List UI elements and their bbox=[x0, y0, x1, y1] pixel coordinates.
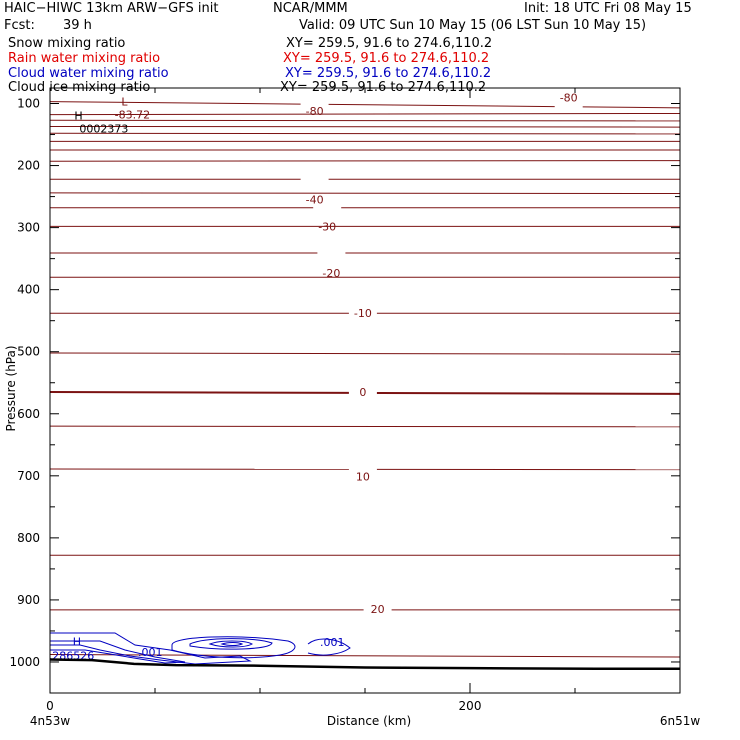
cloud-water-contour bbox=[171, 636, 296, 659]
y-axis-label: Pressure (hPa) bbox=[4, 345, 18, 431]
temperature-contour-label: -20 bbox=[322, 267, 340, 280]
field-name-cloud-water: Cloud water mixing ratio bbox=[8, 66, 169, 81]
temperature-contour-label: 10 bbox=[356, 470, 370, 483]
cloud-water-contour bbox=[220, 642, 244, 646]
forecast-label: Fcst: bbox=[4, 18, 35, 33]
temperature-contour-label: -10 bbox=[354, 307, 372, 320]
y-tick-label: 600 bbox=[17, 407, 40, 421]
field-xy-rain: XY= 259.5, 91.6 to 274.6,110.2 bbox=[283, 51, 490, 66]
forecast-hours: 39 h bbox=[63, 18, 92, 33]
x-tick-label: 200 bbox=[459, 699, 482, 713]
y-tick-label: 1000 bbox=[9, 655, 40, 669]
y-tick-label: 400 bbox=[17, 283, 40, 297]
cloud-water-contour bbox=[189, 638, 273, 650]
y-tick-label: 900 bbox=[17, 593, 40, 607]
cloud-water-contour bbox=[50, 640, 186, 664]
y-tick-label: 500 bbox=[17, 345, 40, 359]
init-time: Init: 18 UTC Fri 08 May 15 bbox=[524, 1, 692, 16]
temperature-contour-label: -30 bbox=[318, 220, 336, 233]
temperature-contour-label: -80 bbox=[306, 105, 324, 118]
temperature-contour bbox=[49, 125, 681, 128]
field-name-rain: Rain water mixing ratio bbox=[8, 51, 161, 66]
field-xy-cloud-water: XY= 259.5, 91.6 to 274.6,110.2 bbox=[285, 66, 492, 81]
temperature-contour bbox=[376, 392, 681, 395]
y-tick-label: 700 bbox=[17, 469, 40, 483]
x-tick-label: 0 bbox=[46, 699, 54, 713]
y-tick-label: 800 bbox=[17, 531, 40, 545]
temperature-contour bbox=[49, 112, 681, 116]
field-xy-snow: XY= 259.5, 91.6 to 274.6,110.2 bbox=[286, 36, 493, 51]
high-value: 0002373 bbox=[79, 122, 128, 135]
temperature-contour bbox=[49, 192, 681, 194]
terrain bbox=[49, 658, 680, 671]
terrain-line bbox=[49, 658, 680, 671]
temperature-contour bbox=[49, 425, 681, 428]
temperature-contour bbox=[49, 132, 681, 135]
temperature-contour-label: 20 bbox=[371, 603, 385, 616]
temperature-contour bbox=[49, 391, 349, 394]
y-tick-label: 100 bbox=[17, 97, 40, 111]
temperature-contour-label: 0 bbox=[359, 386, 366, 399]
title-center: NCAR/MMM bbox=[273, 1, 348, 16]
temperature-contour bbox=[49, 352, 681, 355]
cloud-water-contour-label: .001 bbox=[138, 646, 163, 659]
cloud-water-contour bbox=[307, 638, 351, 656]
low-marker: L bbox=[121, 96, 128, 109]
y-tick-label: 300 bbox=[17, 221, 40, 235]
x-axis-label: Distance (km) bbox=[327, 714, 411, 728]
y-tick-label: 200 bbox=[17, 159, 40, 173]
temperature-contour-label: -40 bbox=[306, 194, 324, 207]
x-end-location-label: 6n51w bbox=[660, 714, 701, 728]
cloud-water-contour bbox=[50, 632, 252, 665]
cloud-water-high-marker: H bbox=[73, 636, 81, 649]
low-value: -83.72 bbox=[115, 109, 150, 122]
temperature-contour bbox=[582, 106, 681, 109]
high-marker: H bbox=[74, 109, 82, 122]
field-name-snow: Snow mixing ratio bbox=[8, 36, 126, 51]
x-start-location-label: 4n53w bbox=[30, 714, 71, 728]
cloud-water-contours: H.286526.001.001 bbox=[49, 632, 351, 665]
temperature-contour bbox=[49, 119, 681, 122]
valid-time: Valid: 09 UTC Sun 10 May 15 (06 LST Sun … bbox=[299, 18, 647, 33]
temperature-contour bbox=[49, 654, 681, 658]
temperature-contours bbox=[49, 101, 681, 658]
title-left: HAIC−HIWC 13km ARW−GFS init bbox=[4, 1, 219, 16]
temperature-contour bbox=[328, 103, 555, 108]
cloud-water-contour-label: .001 bbox=[320, 636, 345, 649]
temperature-contour-label: -80 bbox=[560, 91, 578, 104]
temperature-contour bbox=[49, 101, 301, 105]
cloud-water-contour bbox=[208, 640, 254, 648]
temperature-contour bbox=[49, 160, 681, 162]
